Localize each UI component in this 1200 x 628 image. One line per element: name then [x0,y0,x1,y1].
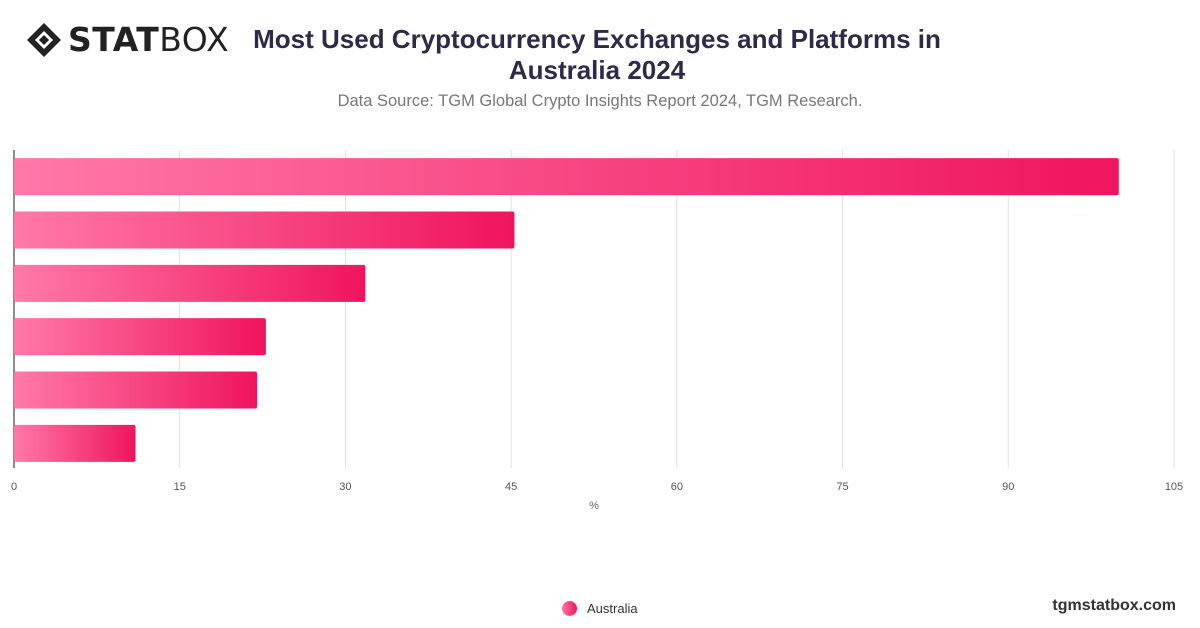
bar[interactable] [14,318,266,356]
logo-text-light: BOX [159,20,230,59]
bar[interactable] [14,371,258,409]
legend[interactable]: Australia [562,601,638,616]
x-axis-label: % [589,500,599,512]
bar[interactable] [14,424,136,462]
x-tick-label: 30 [339,481,351,493]
website-label: tgmstatbox.com [1052,597,1176,614]
x-tick-label: 0 [11,481,17,493]
chart-subtitle: Data Source: TGM Global Crypto Insights … [337,92,863,110]
legend-marker [562,601,577,616]
logo-text: STATBOX [68,22,229,58]
diamond-logo-icon [27,23,61,57]
x-tick-label: 15 [174,481,186,493]
x-tick-label: 90 [1002,481,1014,493]
x-tick-label: 60 [671,481,683,493]
legend-label: Australia [587,601,638,616]
bar[interactable] [14,211,515,249]
logo: STATBOX [26,22,229,58]
logo-text-bold: STAT [68,20,160,59]
bar[interactable] [14,158,1119,196]
x-tick-label: 75 [836,481,848,493]
x-tick-label: 45 [505,481,517,493]
chart-title: Most Used Cryptocurrency Exchanges and P… [253,24,941,85]
x-tick-label: 105 [1165,481,1183,493]
bar[interactable] [14,264,366,302]
